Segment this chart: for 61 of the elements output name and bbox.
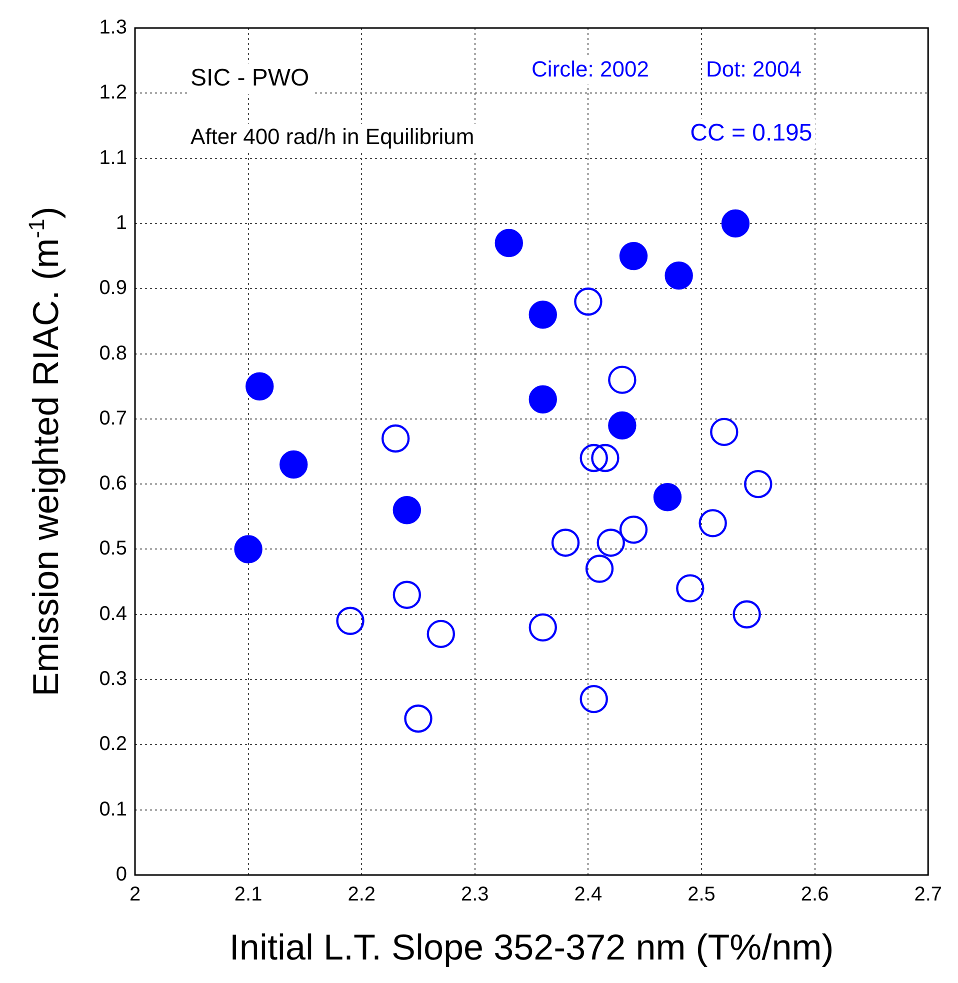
point (392, 496, 422, 524)
point (676, 574, 704, 602)
point (280, 450, 308, 479)
x-tick-label: 2.5 (688, 884, 716, 906)
x-tick-label: 2 (129, 884, 141, 906)
x-tick-label: 2.1 (234, 884, 262, 906)
y-tick-label: 1.1 (99, 146, 127, 169)
annotation: SIC - PWO (190, 64, 310, 92)
point (494, 228, 523, 258)
point (698, 509, 727, 538)
y-tick-label: 0.6 (99, 472, 127, 495)
point (404, 704, 432, 733)
y-tick-label: 0.2 (99, 733, 127, 756)
y-tick-label: 1.3 (99, 16, 127, 39)
annotation: Circle: 2002 (532, 56, 649, 82)
point (710, 418, 738, 446)
annotation: CC = 0.195 (690, 120, 812, 146)
point (596, 528, 625, 557)
y-tick-label: 1 (116, 212, 127, 234)
point (426, 620, 456, 648)
point (580, 684, 608, 714)
point (381, 424, 410, 453)
point (732, 600, 761, 628)
x-tick-label: 2.3 (460, 884, 489, 906)
y-tick-label: 0.7 (99, 407, 127, 430)
point (585, 554, 614, 583)
y-tick-label: 0.1 (99, 798, 127, 820)
point (574, 288, 602, 316)
point (551, 528, 580, 557)
point (234, 535, 262, 564)
y-tick-label: 0.4 (99, 602, 127, 625)
point (392, 580, 422, 609)
y-tick-label: 0.5 (99, 538, 127, 560)
annotation: After 400 rad/h in Equilibrium (190, 124, 474, 150)
point (608, 411, 636, 440)
y-tick-label: 0.9 (99, 277, 127, 300)
point (744, 470, 772, 498)
point (528, 300, 557, 329)
point (336, 606, 364, 635)
point (653, 483, 682, 512)
point (721, 209, 750, 238)
x-tick-label: 2.7 (914, 884, 942, 906)
y-tick-label: 0.3 (99, 668, 127, 690)
x-tick-label: 2.2 (348, 884, 376, 906)
annotation: Dot: 2004 (706, 56, 802, 82)
point (619, 516, 648, 544)
y-axis-title: Emission weighted RIAC. (m-1) (24, 206, 66, 696)
point (591, 444, 620, 472)
y-tick-label: 0 (116, 864, 127, 886)
x-tick-label: 2.4 (574, 884, 602, 906)
x-axis-title: Initial L.T. Slope 352-372 nm (T%/nm) (229, 926, 834, 968)
point (528, 385, 557, 414)
point (608, 366, 636, 394)
y-tick-label: 0.8 (99, 342, 127, 364)
x-tick-label: 2.6 (800, 884, 829, 906)
point (664, 261, 693, 290)
point (528, 613, 557, 642)
point (619, 242, 648, 270)
y-tick-label: 1.2 (99, 82, 127, 104)
point (580, 444, 608, 472)
point (246, 372, 274, 400)
